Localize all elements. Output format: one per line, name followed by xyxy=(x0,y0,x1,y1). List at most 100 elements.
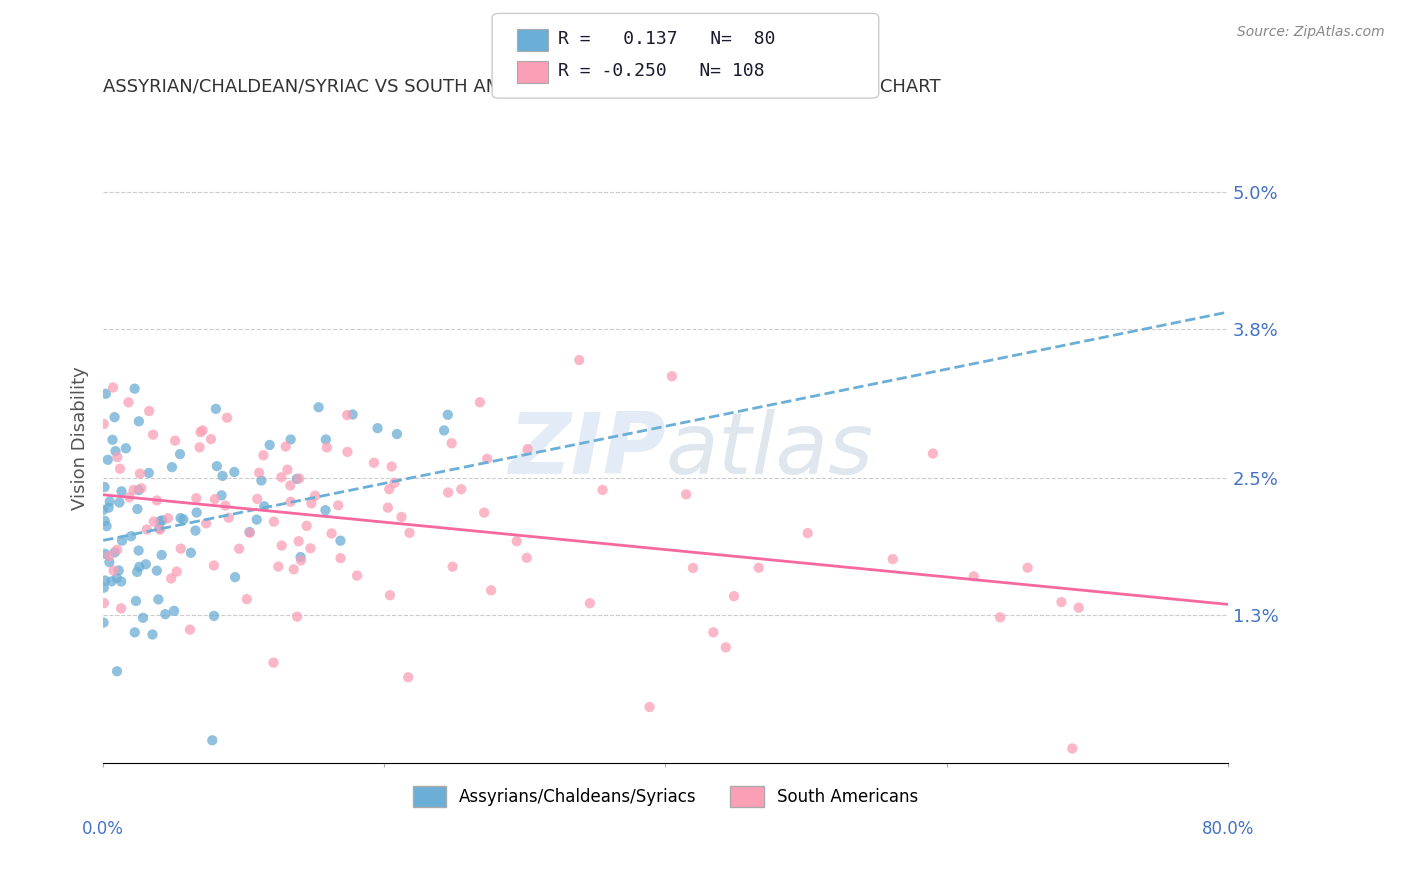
Point xyxy=(186,491,208,506)
Point xyxy=(922,446,945,460)
Text: Source: ZipAtlas.com: Source: ZipAtlas.com xyxy=(1237,25,1385,39)
Point xyxy=(381,459,404,474)
Point xyxy=(132,611,155,625)
Point xyxy=(270,470,292,484)
Point xyxy=(128,483,150,497)
Point xyxy=(882,552,904,566)
Point xyxy=(378,588,401,602)
Point xyxy=(391,510,413,524)
Point xyxy=(180,546,202,560)
Point xyxy=(592,483,614,497)
Point xyxy=(146,493,169,508)
Point xyxy=(224,570,246,584)
Point xyxy=(236,592,259,607)
Point xyxy=(166,565,188,579)
Point xyxy=(274,440,297,454)
Point xyxy=(1017,560,1039,574)
Point xyxy=(239,525,262,540)
Point xyxy=(276,463,298,477)
Point xyxy=(204,492,226,507)
Point xyxy=(98,549,121,563)
Point xyxy=(270,539,292,553)
Point xyxy=(384,475,406,490)
Point xyxy=(100,574,122,589)
Point xyxy=(184,524,207,538)
Point xyxy=(127,502,149,516)
Point xyxy=(122,483,145,497)
Point xyxy=(290,553,312,567)
Point xyxy=(169,447,191,461)
Point xyxy=(103,564,125,578)
Point xyxy=(440,436,463,450)
Point xyxy=(117,395,139,409)
Point xyxy=(321,526,343,541)
Point xyxy=(280,433,302,447)
Point xyxy=(128,559,150,574)
Point xyxy=(97,500,120,515)
Point xyxy=(111,533,134,548)
Point xyxy=(346,568,368,582)
Point xyxy=(433,424,456,438)
Point xyxy=(110,574,132,589)
Point xyxy=(290,550,312,565)
Point xyxy=(702,625,724,640)
Point xyxy=(142,515,165,529)
Point xyxy=(336,445,359,459)
Point xyxy=(94,547,117,561)
Point xyxy=(516,442,538,456)
Point xyxy=(150,548,173,562)
Point xyxy=(329,533,352,548)
Point xyxy=(796,526,818,541)
Point xyxy=(165,434,187,448)
Point xyxy=(437,485,460,500)
Point xyxy=(142,427,165,442)
Point xyxy=(214,499,236,513)
Point xyxy=(638,700,661,714)
Text: R = -0.250   N= 108: R = -0.250 N= 108 xyxy=(558,62,765,80)
Point xyxy=(315,441,337,455)
Point xyxy=(385,427,408,442)
Point xyxy=(239,524,262,539)
Text: 80.0%: 80.0% xyxy=(1202,820,1254,838)
Point xyxy=(105,450,128,465)
Point xyxy=(218,510,240,524)
Point xyxy=(101,380,124,394)
Point xyxy=(200,432,222,446)
Text: ZIP: ZIP xyxy=(508,409,665,492)
Point xyxy=(93,581,115,595)
Point xyxy=(93,514,115,528)
Point xyxy=(205,459,228,474)
Point xyxy=(118,490,141,504)
Text: 0.0%: 0.0% xyxy=(82,820,124,838)
Point xyxy=(191,424,214,438)
Point xyxy=(1050,595,1073,609)
Point xyxy=(124,625,146,640)
Point xyxy=(94,386,117,401)
Point xyxy=(98,494,121,508)
Point xyxy=(479,583,502,598)
Point xyxy=(98,555,121,569)
Point xyxy=(472,506,495,520)
Point xyxy=(246,491,269,506)
Point xyxy=(367,421,389,435)
Point xyxy=(115,442,138,456)
Text: ASSYRIAN/CHALDEAN/SYRIAC VS SOUTH AMERICAN VISION DISABILITY CORRELATION CHART: ASSYRIAN/CHALDEAN/SYRIAC VS SOUTH AMERIC… xyxy=(103,78,941,95)
Point xyxy=(748,561,770,575)
Point xyxy=(217,410,239,425)
Point xyxy=(267,559,290,574)
Text: R =   0.137   N=  80: R = 0.137 N= 80 xyxy=(558,30,776,48)
Point xyxy=(283,562,305,576)
Point xyxy=(398,525,420,540)
Point xyxy=(723,589,745,603)
Point xyxy=(91,503,114,517)
Point xyxy=(149,523,172,537)
Y-axis label: Vision Disability: Vision Disability xyxy=(72,366,89,509)
Point xyxy=(579,596,602,610)
Point xyxy=(101,433,124,447)
Point xyxy=(104,444,127,458)
Point xyxy=(363,456,385,470)
Point xyxy=(247,466,270,480)
Point xyxy=(202,558,225,573)
Point xyxy=(228,541,250,556)
Point xyxy=(96,519,118,533)
